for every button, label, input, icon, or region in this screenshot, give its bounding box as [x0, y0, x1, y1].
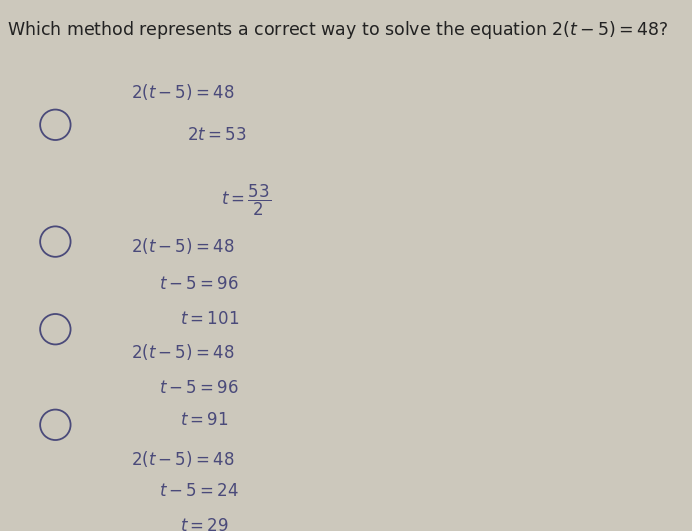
- Text: $2(t-5)=48$: $2(t-5)=48$: [131, 82, 235, 102]
- Text: $t-5=96$: $t-5=96$: [159, 380, 239, 397]
- Text: $2(t-5)=48$: $2(t-5)=48$: [131, 449, 235, 469]
- Text: $t=29$: $t=29$: [180, 518, 228, 531]
- Text: $t=\dfrac{53}{2}$: $t=\dfrac{53}{2}$: [221, 183, 271, 218]
- Text: $2(t-5)=48$: $2(t-5)=48$: [131, 236, 235, 256]
- Text: $t-5=96$: $t-5=96$: [159, 276, 239, 293]
- Text: $t-5=24$: $t-5=24$: [159, 483, 239, 500]
- Text: $t=101$: $t=101$: [180, 311, 239, 328]
- Text: $2t=53$: $2t=53$: [187, 127, 246, 144]
- Text: $2(t-5)=48$: $2(t-5)=48$: [131, 342, 235, 363]
- Text: Which method represents a correct way to solve the equation $2(t-5)=48$?: Which method represents a correct way to…: [7, 19, 668, 40]
- Text: $t=91$: $t=91$: [180, 412, 228, 429]
